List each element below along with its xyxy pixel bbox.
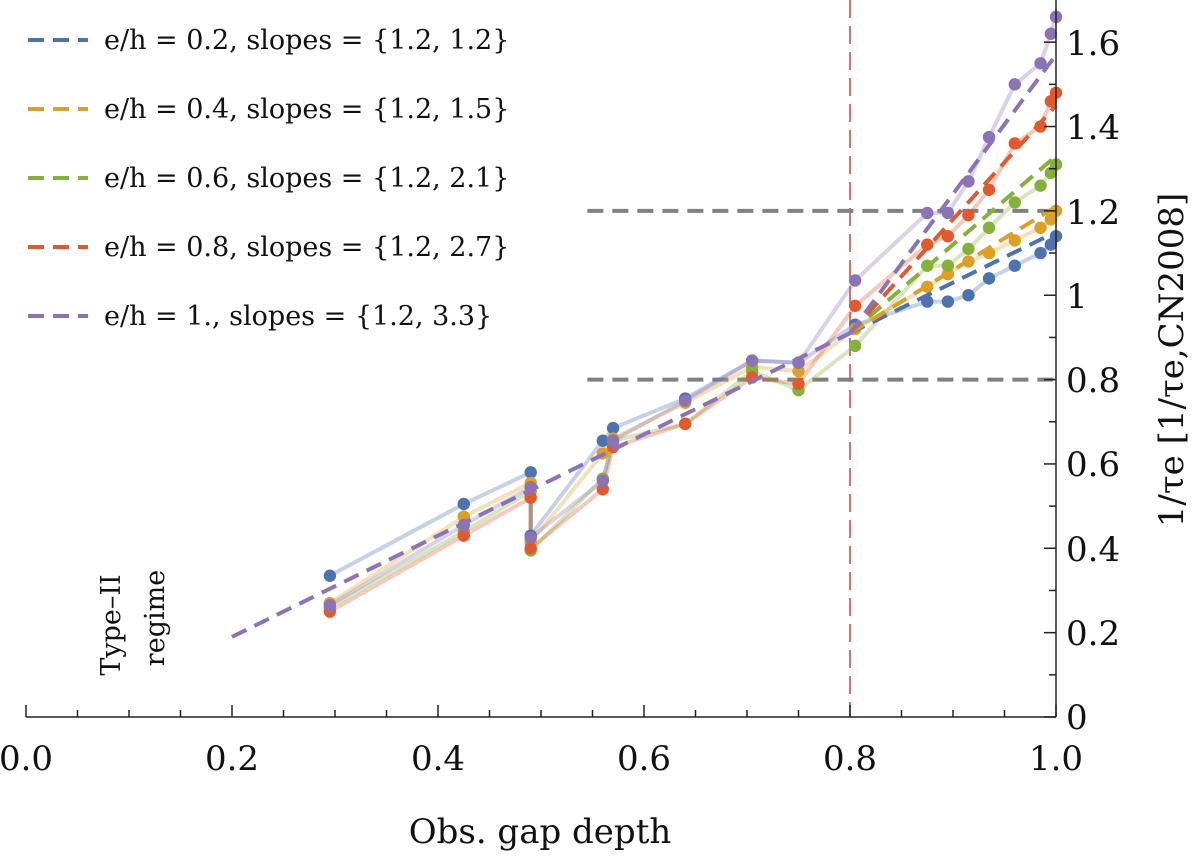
y-tick-label: 1.6 — [1066, 24, 1120, 64]
legend-entry: e/h = 0.2, slopes = {1.2, 1.2} — [104, 25, 509, 56]
y-axis: 0 0.2 0.4 0.6 0.8 1 1.2 1.4 1.6 1/τe [1/… — [1044, 0, 1192, 738]
data-point — [323, 569, 337, 582]
data-point — [941, 229, 955, 243]
x-axis-title: Obs. gap depth — [409, 812, 672, 852]
data-point — [679, 394, 692, 407]
data-point — [679, 417, 692, 431]
fit-line-high — [848, 53, 1058, 335]
legend-entry: e/h = 0.8, slopes = {1.2, 2.7} — [104, 232, 509, 263]
data-point — [962, 175, 975, 188]
data-point — [941, 259, 955, 272]
y-tick-label: 1 — [1066, 277, 1088, 317]
data-point — [457, 529, 470, 542]
data-point — [745, 354, 759, 367]
data-point — [792, 377, 805, 391]
y-tick-label: 0.8 — [1066, 361, 1120, 401]
fit-line-high — [848, 104, 1058, 335]
y-axis-title: 1/τe [1/τe,CN2008] — [1152, 193, 1192, 527]
data-point — [606, 421, 620, 435]
legend: e/h = 0.2, slopes = {1.2, 1.2} e/h = 0.4,… — [28, 25, 509, 332]
legend-entry: e/h = 0.4, slopes = {1.2, 1.5} — [104, 94, 509, 125]
fit-line-high — [849, 230, 1057, 335]
data-point — [1008, 259, 1021, 272]
data-point — [524, 491, 537, 504]
data-point — [524, 542, 537, 555]
y-tick-label: 1.4 — [1066, 108, 1120, 148]
data-point — [848, 339, 862, 353]
data-point — [606, 434, 620, 447]
x-tick-label: 0.6 — [617, 739, 671, 779]
data-point — [1034, 246, 1047, 260]
y-tick-label: 0 — [1066, 698, 1088, 738]
data-point — [1008, 196, 1021, 209]
type-ii-regime-annotation: Type–II regime — [96, 570, 171, 676]
data-point — [1034, 57, 1047, 70]
data-point — [982, 272, 996, 285]
data-point — [921, 238, 934, 251]
data-point — [524, 531, 537, 544]
y-tick-label: 1.2 — [1066, 193, 1120, 233]
plot-area — [231, 0, 1063, 717]
annotation-line: Type–II — [96, 574, 127, 675]
data-point — [982, 183, 996, 196]
x-tick-label: 0.0 — [0, 739, 53, 779]
data-point — [1008, 78, 1021, 91]
data-point — [962, 289, 975, 302]
data-point — [457, 497, 470, 511]
data-point — [941, 295, 955, 308]
data-point — [596, 434, 609, 447]
y-ticks — [1044, 41, 1056, 718]
x-tick-label: 1.0 — [1029, 739, 1083, 779]
y-tick-labels: 0 0.2 0.4 0.6 0.8 1 1.2 1.4 1.6 — [1066, 24, 1120, 738]
data-point — [1044, 27, 1058, 40]
data-point — [921, 206, 934, 220]
x-tick-label: 0.2 — [205, 739, 259, 779]
fit-line-high — [848, 154, 1058, 335]
data-point — [962, 242, 975, 256]
data-point — [982, 221, 996, 234]
y-tick-label: 0.4 — [1066, 530, 1120, 570]
legend-entry: e/h = 1., slopes = {1.2, 3.3} — [104, 301, 492, 332]
data-point — [1034, 221, 1047, 234]
x-tick-label: 0.4 — [411, 739, 465, 779]
data-point — [1034, 179, 1047, 192]
annotation-line: regime — [140, 570, 171, 666]
data-point — [524, 466, 537, 479]
data-point — [848, 274, 862, 287]
x-tick-labels: 0.0 0.2 0.4 0.6 0.8 1.0 — [0, 739, 1083, 779]
y-tick-label: 0.2 — [1066, 614, 1120, 654]
data-point — [962, 208, 975, 222]
fit-line-high — [848, 204, 1058, 335]
legend-entry: e/h = 0.6, slopes = {1.2, 2.1} — [104, 163, 509, 194]
data-point — [941, 206, 955, 220]
x-ticks — [25, 705, 1057, 717]
y-tick-label: 0.6 — [1066, 445, 1120, 485]
x-axis: 0.0 0.2 0.4 0.6 0.8 1.0 Obs. gap depth — [0, 705, 1083, 852]
data-point — [596, 474, 609, 488]
fit-line-low — [231, 331, 851, 639]
x-tick-label: 0.8 — [823, 739, 877, 779]
data-point — [848, 299, 862, 312]
data-point — [1008, 234, 1021, 247]
data-point — [323, 599, 337, 612]
